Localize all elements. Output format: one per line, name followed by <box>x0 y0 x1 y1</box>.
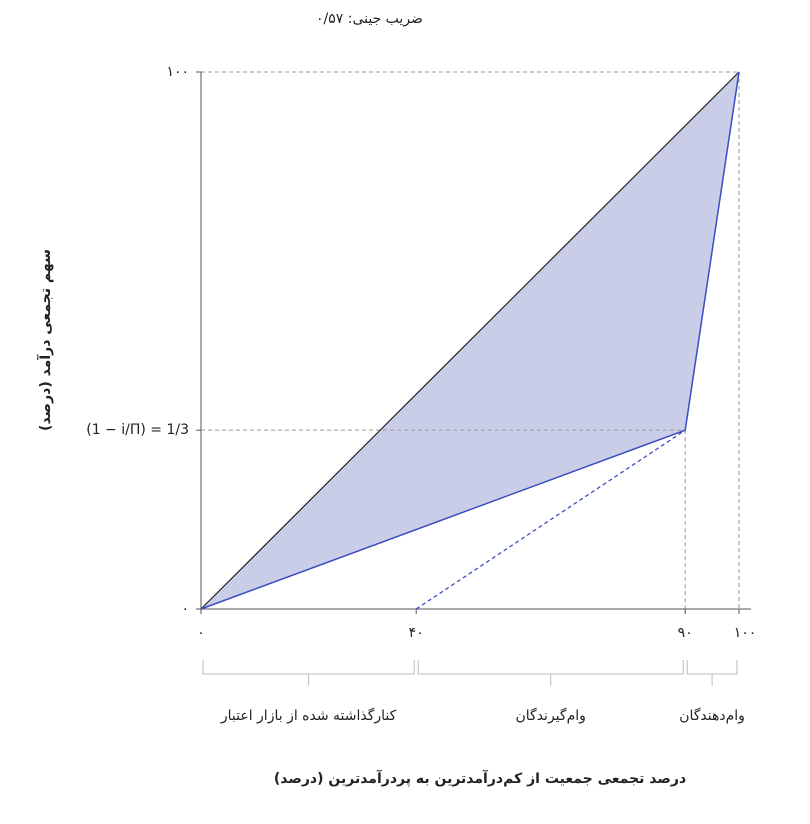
group-bracket <box>686 660 738 686</box>
x-tick-label: ۱۰۰ <box>734 625 757 641</box>
y-tick-label: (1 − i/Π) = 1/3 <box>86 422 189 438</box>
group-label: وام‌گیرندگان <box>516 707 586 724</box>
borrower-line <box>415 429 686 610</box>
equality-line <box>200 71 740 610</box>
group-bracket <box>417 660 684 686</box>
group-label: وام‌دهندگان <box>679 707 745 724</box>
group-label: کنارگذاشته شده از بازار اعتبار <box>220 707 397 724</box>
y-axis-label: سهم تجمعی درآمد (درصد) <box>36 249 54 431</box>
y-tick-label: ۰ <box>181 601 189 617</box>
x-tick-label: ۴۰ <box>409 625 424 641</box>
x-tick-label: ۰ <box>197 625 205 641</box>
subtitle: ضریب جینی: ۰/۵۷ <box>316 11 423 27</box>
x-tick-label: ۹۰ <box>678 625 693 641</box>
y-tick-label: ۱۰۰ <box>166 64 189 80</box>
x-axis-label: درصد تجمعی جمعیت از کم‌درآمدترین به پردر… <box>274 769 686 787</box>
group-bracket <box>202 660 415 686</box>
